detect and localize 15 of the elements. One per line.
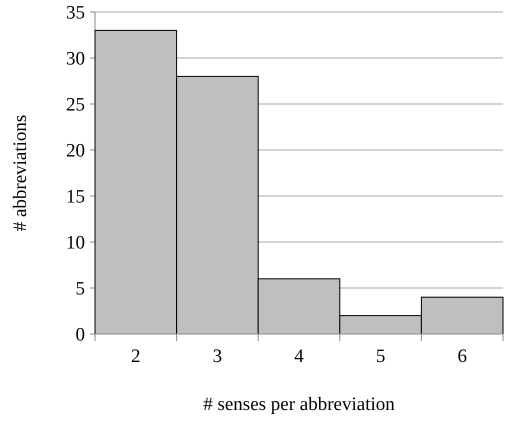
y-tick-label: 5 xyxy=(76,278,85,300)
x-tick-label: 4 xyxy=(294,346,304,367)
y-tick-label: 25 xyxy=(66,94,85,116)
y-tick-label: 20 xyxy=(66,140,85,162)
y-axis-title: # abbreviations xyxy=(10,114,31,232)
y-tick-label: 10 xyxy=(66,232,85,254)
y-tick-label: 35 xyxy=(66,2,85,24)
y-tick-label: 0 xyxy=(76,324,85,346)
x-tick-label: 3 xyxy=(212,346,222,367)
x-tick-label: 5 xyxy=(376,346,386,367)
x-tick-label: 2 xyxy=(131,346,141,367)
y-tick-label: 15 xyxy=(66,186,85,208)
y-tick-label: 30 xyxy=(66,48,85,70)
x-tick-label: 6 xyxy=(457,346,467,367)
x-axis-title: # senses per abbreviation xyxy=(203,394,396,415)
